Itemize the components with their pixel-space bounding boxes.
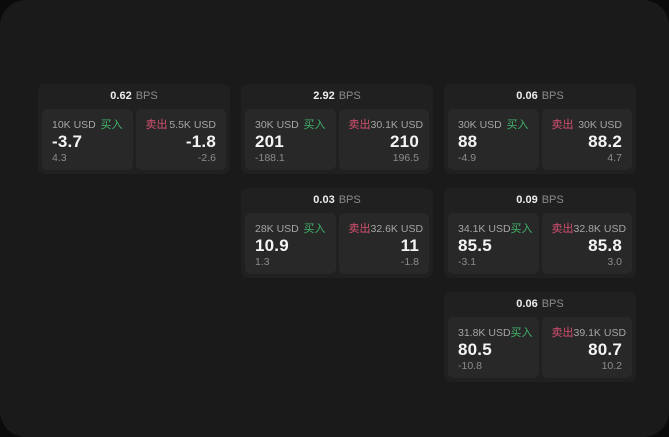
sell-amount: 30K USD [578,119,622,131]
bps-unit-label: BPS [541,298,564,310]
sell-price: 210 [390,132,419,151]
buy-sub-value: 1.3 [255,256,270,268]
quote-card: 2.92 BPS 30K USD 买入 201 -188.1 卖出 30.1K … [241,84,433,174]
bps-spread-value: 0.62 [110,90,132,102]
buy-amount: 10K USD [52,119,96,131]
buy-sub-value: -4.9 [458,152,477,164]
buy-side-label: 买入 [510,327,533,339]
bps-unit-label: BPS [338,194,361,206]
buy-price: 201 [255,132,284,151]
quote-card: 0.03 BPS 28K USD 买入 10.9 1.3 卖出 32.6K US… [241,188,433,278]
sell-price: -1.8 [185,132,216,151]
quote-card: 0.06 BPS 30K USD 买入 88 -4.9 卖出 30K USD [444,84,636,174]
buy-sub-value: -10.8 [458,360,482,372]
sell-amount: 32.6K USD [370,223,424,235]
bps-spread-value: 0.03 [313,194,335,206]
bps-spread-value: 2.92 [313,90,335,102]
buy-amount: 30K USD [458,119,502,131]
buy-amount: 30K USD [255,119,299,131]
buy-quote-panel[interactable]: 34.1K USD 买入 85.5 -3.1 [448,213,539,274]
sell-sub-value: 3.0 [607,256,622,268]
buy-quote-panel[interactable]: 10K USD 买入 -3.7 4.3 [42,109,133,170]
sell-side-label: 卖出 [551,223,574,235]
buy-side-label: 买入 [510,223,533,235]
sell-side-label: 卖出 [348,223,371,235]
buy-side-label: 买入 [303,223,326,235]
buy-price: -3.7 [52,132,83,151]
buy-price: 10.9 [255,236,289,255]
card-header: 2.92 BPS [241,84,433,109]
sell-sub-value: 4.7 [607,152,622,164]
buy-quote-panel[interactable]: 31.8K USD 买入 80.5 -10.8 [448,317,539,378]
sell-side-label: 卖出 [551,327,574,339]
quote-panels: 31.8K USD 买入 80.5 -10.8 卖出 39.1K USD 80.… [444,317,636,382]
buy-price: 80.5 [458,340,492,359]
bps-unit-label: BPS [541,90,564,102]
bps-spread-value: 0.06 [516,298,538,310]
buy-side-label: 买入 [506,119,529,131]
quote-card: 0.62 BPS 10K USD 买入 -3.7 4.3 卖出 5.5K USD [38,84,230,174]
buy-price: 88 [458,132,478,151]
buy-amount: 31.8K USD [458,327,511,339]
sell-quote-panel[interactable]: 卖出 39.1K USD 80.7 10.2 [541,317,632,378]
bps-unit-label: BPS [135,90,158,102]
sell-quote-panel[interactable]: 卖出 32.6K USD 11 -1.8 [338,213,429,274]
sell-price: 80.7 [588,340,622,359]
buy-sub-value: -188.1 [255,152,285,164]
bps-unit-label: BPS [338,90,361,102]
buy-amount: 28K USD [255,223,299,235]
card-header: 0.62 BPS [38,84,230,109]
sell-amount: 32.8K USD [573,223,627,235]
quote-panels: 10K USD 买入 -3.7 4.3 卖出 5.5K USD -1.8 -2.… [38,109,230,174]
quote-card: 0.06 BPS 31.8K USD 买入 80.5 -10.8 卖出 39.1… [444,292,636,382]
buy-quote-panel[interactable]: 30K USD 买入 88 -4.9 [448,109,539,170]
quote-panels: 28K USD 买入 10.9 1.3 卖出 32.6K USD 11 -1.8 [241,213,433,278]
buy-price: 85.5 [458,236,492,255]
sell-sub-value: -1.8 [400,256,419,268]
sell-price: 85.8 [588,236,622,255]
sell-price: 88.2 [588,132,622,151]
sell-amount: 5.5K USD [169,119,216,131]
quote-panels: 34.1K USD 买入 85.5 -3.1 卖出 32.8K USD 85.8… [444,213,636,278]
card-header: 0.03 BPS [241,188,433,213]
card-header: 0.09 BPS [444,188,636,213]
sell-amount: 30.1K USD [370,119,424,131]
quote-panels: 30K USD 买入 88 -4.9 卖出 30K USD 88.2 4.7 [444,109,636,174]
bps-spread-value: 0.06 [516,90,538,102]
bps-unit-label: BPS [541,194,564,206]
buy-quote-panel[interactable]: 28K USD 买入 10.9 1.3 [245,213,336,274]
sell-amount: 39.1K USD [573,327,627,339]
sell-quote-panel[interactable]: 卖出 32.8K USD 85.8 3.0 [541,213,632,274]
sell-sub-value: 10.2 [601,360,622,372]
quote-panels: 30K USD 买入 201 -188.1 卖出 30.1K USD 210 1… [241,109,433,174]
sell-sub-value: 196.5 [392,152,419,164]
bps-spread-value: 0.09 [516,194,538,206]
card-header: 0.06 BPS [444,292,636,317]
buy-side-label: 买入 [100,119,123,131]
quote-card-grid: 0.62 BPS 10K USD 买入 -3.7 4.3 卖出 5.5K USD [38,84,636,382]
sell-quote-panel[interactable]: 卖出 30K USD 88.2 4.7 [541,109,632,170]
buy-quote-panel[interactable]: 30K USD 买入 201 -188.1 [245,109,336,170]
sell-price: 11 [400,236,419,255]
card-header: 0.06 BPS [444,84,636,109]
buy-sub-value: 4.3 [52,152,67,164]
sell-quote-panel[interactable]: 卖出 5.5K USD -1.8 -2.6 [135,109,226,170]
sell-side-label: 卖出 [348,119,371,131]
buy-sub-value: -3.1 [458,256,477,268]
buy-side-label: 买入 [303,119,326,131]
sell-side-label: 卖出 [145,119,168,131]
sell-side-label: 卖出 [551,119,574,131]
quote-card: 0.09 BPS 34.1K USD 买入 85.5 -3.1 卖出 32.8K… [444,188,636,278]
sell-sub-value: -2.6 [197,152,216,164]
buy-amount: 34.1K USD [458,223,511,235]
sell-quote-panel[interactable]: 卖出 30.1K USD 210 196.5 [338,109,429,170]
